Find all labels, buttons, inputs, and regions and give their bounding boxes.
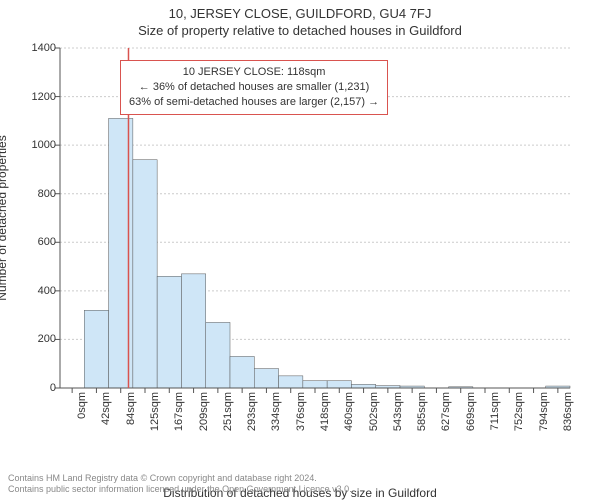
footer-attribution: Contains HM Land Registry data © Crown c… xyxy=(8,473,352,496)
x-tick-label: 84sqm xyxy=(125,392,137,425)
title-address: 10, JERSEY CLOSE, GUILDFORD, GU4 7FJ xyxy=(0,6,600,21)
x-tick-label: 711sqm xyxy=(489,392,501,430)
x-tick-label: 418sqm xyxy=(319,392,331,431)
histogram-chart: Number of detached properties 0 200 400 600… xyxy=(0,38,600,438)
footer-line1: Contains HM Land Registry data © Crown c… xyxy=(8,473,352,485)
x-tick-label: 502sqm xyxy=(368,392,380,431)
x-tick-label: 752sqm xyxy=(513,392,525,431)
reference-callout: 10 JERSEY CLOSE: 118sqm ← 36% of detache… xyxy=(120,60,388,115)
histogram-bar xyxy=(133,160,157,388)
callout-line3: 63% of semi-detached houses are larger (… xyxy=(129,95,379,110)
y-axis-title: Number of detached properties xyxy=(0,135,9,300)
y-tick-label: 200 xyxy=(16,333,56,345)
title-block: 10, JERSEY CLOSE, GUILDFORD, GU4 7FJ Siz… xyxy=(0,0,600,38)
x-tick-label: 543sqm xyxy=(392,392,404,431)
histogram-bar xyxy=(206,322,230,388)
x-tick-label: 209sqm xyxy=(198,392,210,431)
x-tick-label: 585sqm xyxy=(416,392,428,431)
x-tick-label: 794sqm xyxy=(538,392,550,431)
y-tick-label: 800 xyxy=(16,188,56,200)
x-tick-label: 627sqm xyxy=(440,392,452,431)
y-tick-label: 1400 xyxy=(16,42,56,54)
histogram-bar xyxy=(181,274,205,388)
x-tick-label: 42sqm xyxy=(100,392,112,425)
callout-line2: ← 36% of detached houses are smaller (1,… xyxy=(129,80,379,95)
x-tick-label: 167sqm xyxy=(173,392,185,431)
histogram-bar xyxy=(351,384,375,388)
y-tick-label: 0 xyxy=(16,382,56,394)
callout-line1: 10 JERSEY CLOSE: 118sqm xyxy=(129,65,379,80)
x-tick-label: 125sqm xyxy=(149,392,161,431)
y-tick-label: 600 xyxy=(16,236,56,248)
x-tick-label: 376sqm xyxy=(295,392,307,431)
x-tick-label: 251sqm xyxy=(222,392,234,431)
histogram-bar xyxy=(279,376,303,388)
histogram-bar xyxy=(303,381,327,388)
histogram-bar xyxy=(327,381,351,388)
title-subtitle: Size of property relative to detached ho… xyxy=(0,23,600,38)
y-tick-label: 1000 xyxy=(16,139,56,151)
y-tick-label: 1200 xyxy=(16,91,56,103)
histogram-bar xyxy=(230,356,254,388)
x-tick-label: 460sqm xyxy=(343,392,355,431)
footer-line2: Contains public sector information licen… xyxy=(8,484,352,496)
x-tick-label: 836sqm xyxy=(562,392,574,431)
x-tick-label: 0sqm xyxy=(76,392,88,419)
y-tick-label: 400 xyxy=(16,285,56,297)
x-tick-label: 293sqm xyxy=(246,392,258,431)
histogram-bar xyxy=(84,310,108,388)
x-tick-label: 334sqm xyxy=(270,392,282,431)
histogram-bar xyxy=(254,369,278,388)
x-tick-label: 669sqm xyxy=(465,392,477,431)
histogram-bar xyxy=(157,276,181,388)
